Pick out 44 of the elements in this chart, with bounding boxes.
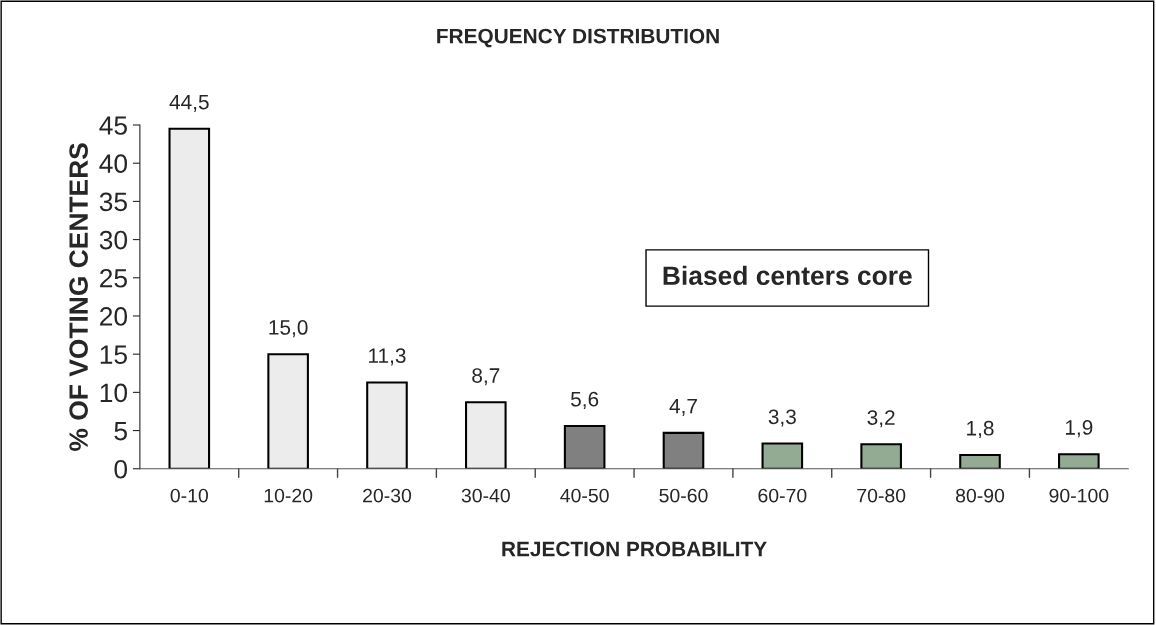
data-label: 8,7 bbox=[472, 368, 500, 386]
annotation: Biased centers core bbox=[663, 265, 912, 286]
y-tick-label: 15 bbox=[100, 345, 127, 364]
data-label: 44,5 bbox=[169, 94, 209, 112]
bar bbox=[465, 401, 507, 469]
bar bbox=[563, 424, 606, 469]
y-tick-label: 20 bbox=[100, 307, 128, 326]
bar bbox=[761, 442, 804, 469]
y-tick-label: 40 bbox=[99, 154, 128, 174]
bar bbox=[959, 453, 1001, 469]
data-label: 3,2 bbox=[867, 410, 895, 428]
bar bbox=[366, 381, 408, 469]
y-tick-label: 5 bbox=[114, 421, 127, 441]
y-tick-label: 25 bbox=[100, 268, 127, 288]
x-tick-label: 10-20 bbox=[264, 488, 313, 503]
x-axis-title: REJECTION PROBABILITY bbox=[502, 541, 767, 557]
x-tick-label: 80-90 bbox=[955, 488, 1005, 503]
x-tick-label: 50-60 bbox=[659, 488, 708, 503]
x-tick-label: 60-70 bbox=[758, 488, 807, 503]
y-tick-label: 10 bbox=[100, 383, 128, 403]
bar bbox=[662, 431, 705, 469]
y-tick-label: 0 bbox=[114, 459, 128, 479]
x-tick-label: 0-10 bbox=[170, 488, 208, 503]
data-label: 11,3 bbox=[369, 348, 406, 366]
y-tick-label: 30 bbox=[99, 230, 128, 250]
chart-title: FREQUENCY DISTRIBUTION bbox=[437, 28, 719, 48]
x-tick-label: 30-40 bbox=[461, 488, 510, 503]
bar bbox=[168, 127, 211, 469]
data-label: 5,6 bbox=[571, 391, 599, 410]
x-tick-label: 40-50 bbox=[560, 488, 609, 503]
data-label: 3,3 bbox=[768, 409, 796, 427]
data-label: 15,0 bbox=[269, 320, 308, 338]
bar bbox=[1058, 453, 1100, 469]
x-tick-label: 90-100 bbox=[1049, 488, 1109, 503]
x-tick-label: 20-30 bbox=[363, 488, 412, 503]
y-tick-label: 45 bbox=[99, 116, 127, 135]
x-tick-label: 70-80 bbox=[857, 488, 906, 503]
data-label: 1,9 bbox=[1065, 420, 1093, 438]
bar bbox=[860, 443, 902, 469]
data-label: 1,8 bbox=[967, 420, 994, 439]
bar bbox=[267, 353, 309, 469]
y-axis-title: % OF VOTING CENTERS bbox=[69, 143, 88, 451]
data-label: 4,7 bbox=[669, 398, 697, 416]
y-tick-label: 35 bbox=[99, 192, 127, 212]
